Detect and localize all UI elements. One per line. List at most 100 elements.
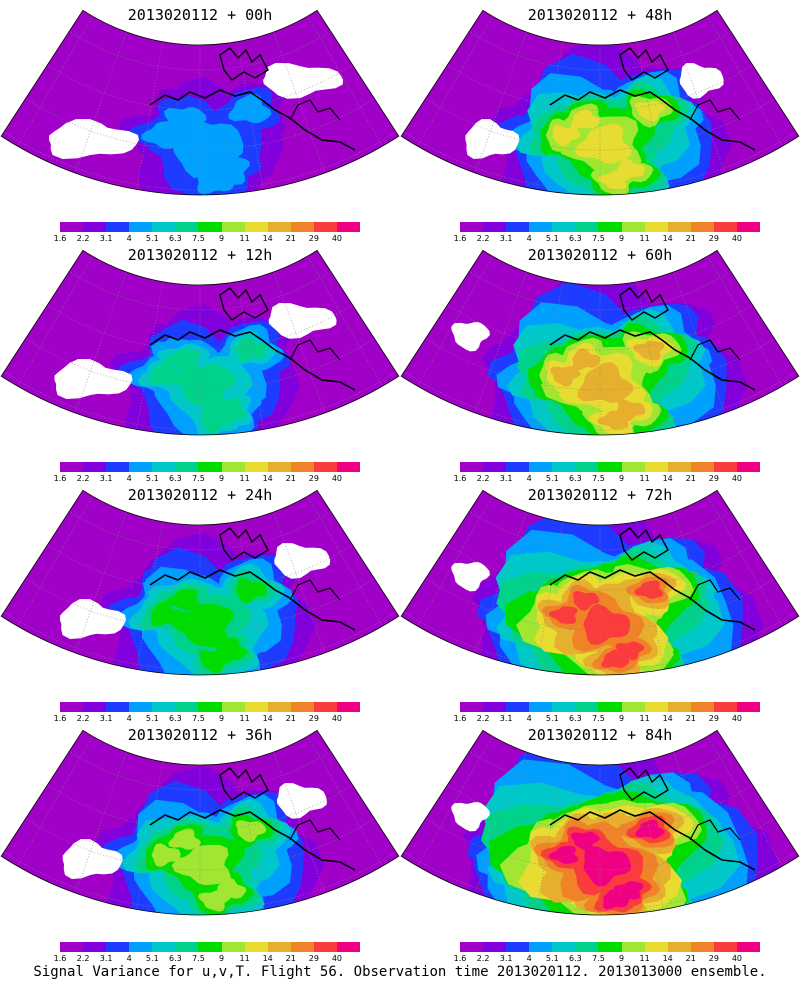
variance-contour: [601, 649, 630, 668]
colorbar-swatch: [198, 462, 222, 472]
colorbar-swatch: [483, 702, 507, 712]
variance-contour: [168, 828, 202, 850]
colorbar-tick-label: 29: [708, 474, 719, 483]
variance-map: [0, 9, 400, 196]
map-panel-36h: 2013020112 + 36h 1.6 2.2 3.1 4 5.1 6.3 7.5 9 11 1…: [0, 720, 400, 963]
colorbar-tick-label: 4: [526, 234, 532, 243]
colorbar-swatch: [198, 702, 222, 712]
colorbar-labels: 1.6 2.2 3.1 4 5.1 6.3 7.5 9 11 14 21 29 40: [450, 714, 770, 724]
colorbar-swatch: [60, 222, 84, 232]
colorbar: [460, 222, 761, 232]
coastline: [689, 819, 741, 841]
colorbar-tick-label: 40: [331, 234, 343, 243]
colorbar-tick-label: 2.2: [76, 954, 90, 963]
colorbar: [460, 942, 761, 952]
colorbar-swatch: [129, 222, 153, 232]
colorbar-swatch: [175, 702, 199, 712]
colorbar-tick-label: 6.3: [169, 474, 182, 483]
colorbar-swatch: [575, 942, 599, 952]
colorbar-tick-label: 2.2: [476, 474, 490, 483]
colorbar-tick-label: 9: [618, 714, 625, 723]
colorbar-tick-label: 6.3: [169, 954, 182, 963]
colorbar-tick-label: 11: [639, 954, 650, 963]
colorbar-swatch: [221, 702, 245, 712]
colorbar-swatch: [313, 462, 337, 472]
variance-contour: [613, 881, 644, 900]
colorbar-swatch: [644, 702, 668, 712]
colorbar-swatch: [575, 702, 599, 712]
variance-contour: [228, 93, 272, 124]
map-panel-48h: 2013020112 + 48h 1.6 2.2 3.1 4 5.1 6.3 7.5 9 11 1…: [400, 0, 800, 243]
colorbar-swatch: [644, 462, 668, 472]
colorbar-tick-label: 2.2: [476, 714, 490, 723]
variance-contour: [235, 336, 267, 362]
coastline: [149, 329, 356, 391]
latitude-line: [25, 338, 375, 391]
colorbar-tick-label: 21: [285, 474, 296, 483]
colorbar-swatch: [152, 462, 176, 472]
variance-contour: [634, 100, 666, 122]
colorbar-tick-label: 21: [285, 954, 296, 963]
colorbar-swatch: [83, 702, 107, 712]
figure-caption: Signal Variance for u,v,T. Flight 56. Ob…: [33, 964, 767, 980]
colorbar-tick-label: 3.1: [99, 954, 113, 963]
colorbar-tick-label: 40: [331, 954, 343, 963]
colorbar-tick-label: 7.5: [592, 714, 605, 723]
colorbar: [60, 702, 361, 712]
panel-title: 2013020112 + 72h: [527, 486, 673, 504]
colorbar-tick-label: 7.5: [192, 474, 205, 483]
low-variance-area: [451, 322, 490, 352]
coastline: [149, 89, 356, 151]
colorbar-tick-label: 4: [126, 234, 132, 243]
colorbar-swatch: [644, 942, 668, 952]
colorbar-swatch: [690, 942, 714, 952]
variance-contour: [603, 889, 630, 910]
coastline: [549, 89, 756, 151]
variance-map: [400, 249, 800, 436]
map-panel-24h: 2013020112 + 24h 1.6 2.2 3.1 4 5.1 6.3 7.5 9 11 1…: [0, 480, 400, 723]
colorbar-tick-label: 4: [126, 474, 132, 483]
variance-contour: [206, 156, 250, 185]
colorbar: [460, 702, 761, 712]
colorbar-swatch: [598, 942, 622, 952]
coastline: [549, 809, 756, 871]
colorbar-tick-label: 14: [662, 954, 673, 963]
colorbar-swatch: [460, 702, 484, 712]
longitude-line: [273, 511, 326, 654]
colorbar-swatch: [221, 222, 245, 232]
colorbar-swatch: [336, 222, 361, 232]
colorbar-swatch: [267, 702, 291, 712]
colorbar-swatch: [336, 942, 361, 952]
colorbar-tick-label: 14: [262, 234, 273, 243]
colorbar-swatch: [313, 942, 337, 952]
colorbar-tick-label: 21: [285, 714, 296, 723]
panel-title: 2013020112 + 24h: [127, 486, 273, 504]
longitude-line: [637, 41, 664, 190]
latitude-line: [25, 98, 375, 151]
variance-contour: [597, 410, 629, 430]
colorbar-swatch: [552, 462, 576, 472]
map-frame: [0, 729, 400, 916]
coastline: [289, 579, 341, 601]
variance-map: [400, 729, 800, 916]
colorbar-swatch: [83, 462, 107, 472]
colorbar-swatch: [690, 702, 714, 712]
longitude-line: [673, 271, 726, 414]
variance-contour: [197, 890, 232, 912]
coastline: [619, 527, 669, 561]
colorbar-tick-label: 11: [639, 234, 650, 243]
colorbar-swatch: [483, 942, 507, 952]
variance-contour: [550, 366, 581, 387]
colorbar-tick-label: 3.1: [499, 234, 513, 243]
colorbar-tick-label: 21: [685, 954, 696, 963]
colorbar-swatch: [483, 462, 507, 472]
map-frame: [400, 9, 800, 196]
colorbar-swatch: [460, 462, 484, 472]
map-panel-00h: 2013020112 + 00h 1.6 2.2 3.1 4 5.1 6.3 7.5 9 11 1…: [0, 0, 400, 243]
low-variance-area: [59, 599, 126, 639]
longitude-line: [474, 511, 527, 654]
colorbar-tick-label: 1.6: [53, 234, 67, 243]
colorbar-tick-label: 3.1: [499, 954, 513, 963]
colorbar-tick-label: 5.1: [545, 714, 559, 723]
